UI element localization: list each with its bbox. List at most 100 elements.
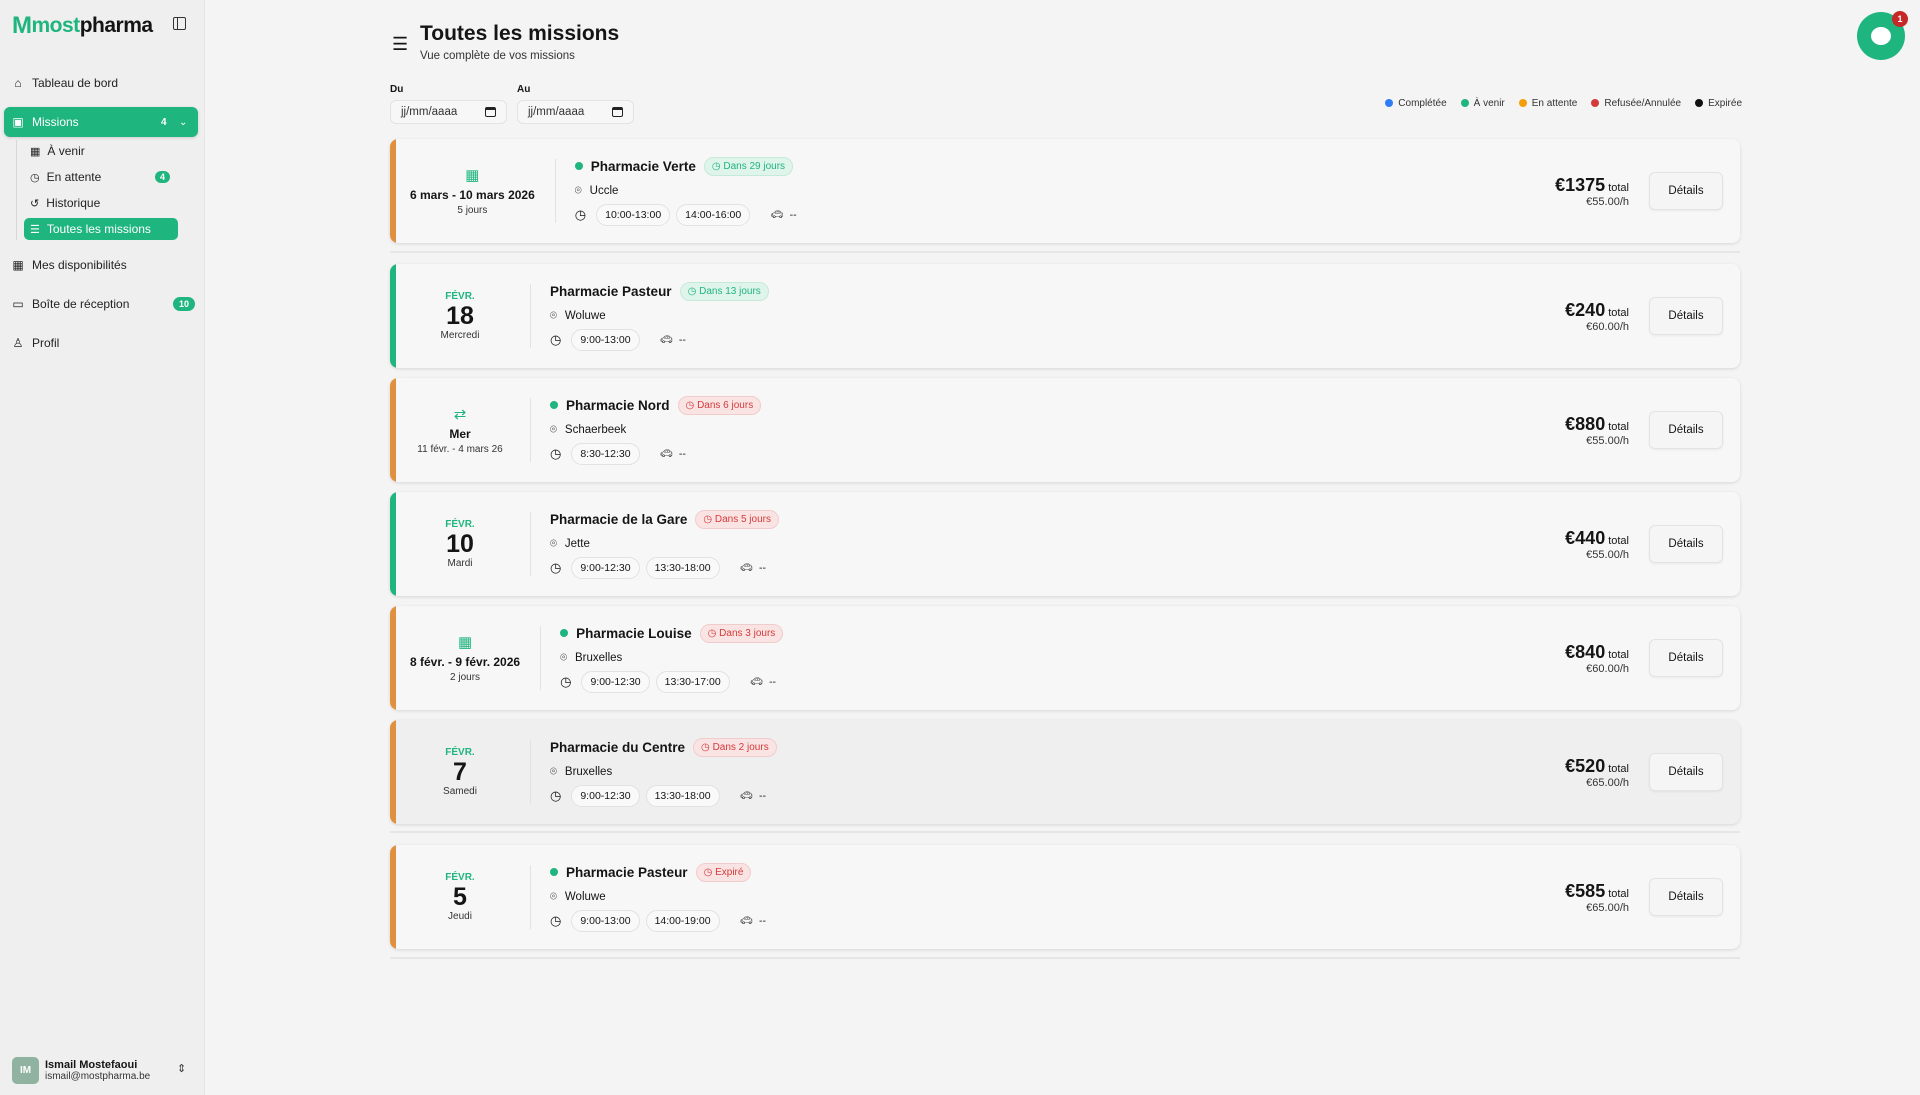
- legend-label: Complétée: [1398, 98, 1447, 109]
- time-slot: 9:00-13:00: [571, 328, 640, 351]
- from-date-input[interactable]: jj/mm/aaaa: [390, 100, 507, 124]
- details-button[interactable]: Détails: [1649, 297, 1723, 335]
- sidebar-item-profile[interactable]: ♙ Profil: [4, 328, 198, 358]
- sidebar-subitem-pending[interactable]: ◷ En attente 4: [24, 166, 178, 188]
- date-block: FÉVR. 18 Mercredi: [390, 291, 530, 341]
- time-slot: 13:30-18:00: [645, 784, 720, 807]
- mission-card[interactable]: FÉVR. 18 Mercredi Pharmacie Pasteur ◷ Dans …: [390, 264, 1740, 368]
- map-pin-icon: ⌾: [574, 184, 582, 197]
- calendar-check-icon: ▦: [12, 258, 24, 272]
- avatar: IM: [12, 1057, 39, 1084]
- transport: --: [789, 208, 797, 221]
- map-pin-icon: ⌾: [550, 423, 557, 436]
- hourly-rate: €55.00/h: [1586, 548, 1629, 561]
- sidebar-item-inbox[interactable]: ▭ Boîte de réception 10: [4, 289, 198, 319]
- total-price: €840: [1565, 641, 1606, 662]
- total-price: €520: [1565, 755, 1606, 776]
- mission-card[interactable]: ▦ 8 févr. - 9 févr. 2026 2 jours Pharmacie…: [390, 606, 1740, 710]
- legend-item: Complétée: [1385, 98, 1447, 109]
- car-icon: 🚗︎: [739, 915, 753, 927]
- user-icon: ♙: [12, 336, 24, 350]
- clock-icon: ◷: [550, 559, 562, 575]
- countdown-text: Dans 6 jours: [697, 399, 754, 411]
- details-button[interactable]: Détails: [1649, 411, 1723, 449]
- total-label: total: [1608, 762, 1629, 775]
- sidebar-subitem-upcoming[interactable]: ▦ À venir: [24, 140, 178, 162]
- car-icon: 🚗︎: [739, 562, 753, 574]
- calendar-icon[interactable]: [612, 107, 623, 117]
- mission-card[interactable]: FÉVR. 5 Jeudi Pharmacie Pasteur ◷ Expiré ⌾ W…: [390, 845, 1740, 949]
- logo-text-most: most: [31, 14, 81, 37]
- sidebar-item-label: Toutes les missions: [46, 222, 151, 236]
- chevron-updown-icon[interactable]: ⇕: [177, 1063, 187, 1075]
- mission-card[interactable]: ▦ 6 mars - 10 mars 2026 5 jours Pharmacie …: [390, 139, 1740, 243]
- location: Bruxelles: [564, 766, 613, 778]
- from-label: Du: [390, 84, 404, 95]
- details-button[interactable]: Détails: [1649, 878, 1723, 916]
- details-button[interactable]: Détails: [1649, 525, 1723, 563]
- details-button[interactable]: Détails: [1649, 172, 1723, 210]
- pharmacy-name: Pharmacie Verte: [590, 158, 696, 174]
- car-icon: 🚗︎: [659, 448, 673, 460]
- sidebar-item-missions[interactable]: ▣ Missions 4 ⌄: [4, 107, 198, 137]
- list-icon: ☰: [392, 34, 409, 54]
- countdown-badge: ◷ Dans 2 jours: [693, 737, 777, 757]
- countdown-badge: ◷ Expiré: [695, 862, 752, 882]
- chat-button[interactable]: 1: [1857, 11, 1908, 60]
- details-button[interactable]: Détails: [1649, 753, 1723, 791]
- pharmacy-name: Pharmacie Pasteur: [550, 283, 672, 299]
- status-bar: [390, 720, 396, 824]
- transport: --: [678, 447, 686, 460]
- chevron-down-icon[interactable]: ⌄: [179, 116, 188, 128]
- date-block: FÉVR. 10 Mardi: [390, 519, 530, 569]
- status-dot: [550, 401, 558, 409]
- history-icon: ↺: [30, 197, 40, 210]
- sidebar-subitem-history[interactable]: ↺ Historique: [24, 192, 178, 214]
- mission-card[interactable]: ⇄ Mer 11 févr. - 4 mars 26 Pharmacie Nord ◷…: [390, 378, 1740, 482]
- date-month: FÉVR.: [445, 291, 475, 302]
- sidebar-item-label: Tableau de bord: [32, 76, 119, 90]
- car-icon: 🚗︎: [659, 334, 673, 346]
- sidebar-item-dashboard[interactable]: ⌂ Tableau de bord: [4, 68, 198, 98]
- details-button[interactable]: Détails: [1649, 639, 1723, 677]
- divider: [390, 831, 1740, 833]
- sidebar-item-label: Boîte de réception: [32, 297, 130, 311]
- hourly-rate: €65.00/h: [1586, 776, 1629, 789]
- logo-text-pharma: pharma: [79, 14, 153, 37]
- clock-icon: ◷: [711, 160, 724, 172]
- sidebar-subitem-all-missions[interactable]: ☰ Toutes les missions: [24, 218, 178, 240]
- legend-item: Expirée: [1695, 98, 1742, 109]
- time-slot: 9:00-12:30: [571, 784, 640, 807]
- transport: --: [758, 789, 766, 802]
- submenu-line: [16, 140, 17, 240]
- sidebar-item-availability[interactable]: ▦ Mes disponibilités: [4, 250, 198, 280]
- map-pin-icon: ⌾: [560, 651, 567, 664]
- map-pin-icon: ⌾: [550, 765, 557, 778]
- clock-icon: ◷: [560, 673, 572, 689]
- clock-icon: ◷: [701, 741, 713, 753]
- total-price: €1375: [1555, 174, 1606, 195]
- mission-card[interactable]: FÉVR. 7 Samedi Pharmacie du Centre ◷ Dans 2…: [390, 720, 1740, 824]
- sidebar-item-label: Profil: [32, 336, 60, 350]
- countdown-text: Dans 13 jours: [699, 285, 761, 297]
- sidebar-item-label: À venir: [47, 144, 85, 158]
- sidebar-toggle-icon[interactable]: [173, 17, 186, 30]
- to-date-input[interactable]: jj/mm/aaaa: [517, 100, 634, 124]
- recurring-weekday: Mer: [449, 427, 471, 441]
- status-bar: [390, 845, 396, 949]
- user-menu[interactable]: IM Ismail Mostefaoui ismail@mostpharma.be: [12, 1057, 150, 1084]
- inbox-badge: 10: [173, 297, 196, 311]
- calendar-icon[interactable]: [485, 107, 496, 117]
- map-pin-icon: ⌾: [550, 890, 557, 903]
- mission-card[interactable]: FÉVR. 10 Mardi Pharmacie de la Gare ◷ Dans …: [390, 492, 1740, 596]
- total-label: total: [1608, 648, 1629, 661]
- date-month: FÉVR.: [445, 519, 475, 530]
- hourly-rate: €60.00/h: [1586, 320, 1629, 333]
- time-slot: 13:30-18:00: [645, 556, 720, 579]
- countdown-text: Expiré: [715, 866, 744, 878]
- transport: --: [678, 333, 686, 346]
- user-name: Ismail Mostefaoui: [45, 1059, 138, 1071]
- clock-icon: ◷: [30, 171, 40, 184]
